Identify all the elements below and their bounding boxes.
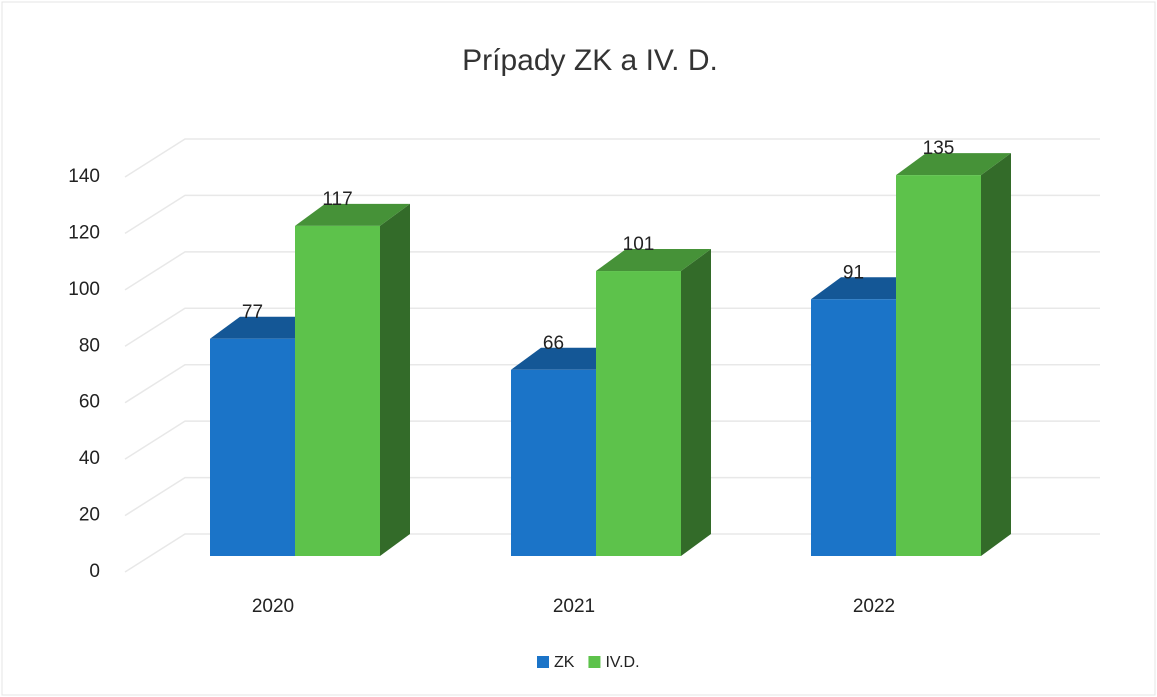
x-tick-label: 2022 <box>853 596 895 617</box>
data-label: 117 <box>322 189 352 210</box>
data-label: 91 <box>843 262 864 283</box>
grid-line <box>124 251 1100 291</box>
bar <box>295 225 380 556</box>
bar <box>596 271 681 556</box>
bar-top <box>896 153 1011 176</box>
bar-side <box>981 153 1011 556</box>
legend-swatch <box>588 656 601 668</box>
bar <box>511 369 596 556</box>
grid-line <box>124 420 1100 460</box>
chart-title: Prípady ZK a IV. D. <box>462 44 718 77</box>
grid-line <box>124 194 1100 235</box>
grid-line <box>124 533 1100 573</box>
data-label: 135 <box>923 138 955 159</box>
y-tick-label: 80 <box>79 335 100 356</box>
bar-top <box>596 249 711 272</box>
legend-label: ZK <box>554 654 575 671</box>
bar <box>210 338 295 556</box>
legend-swatch <box>537 656 549 668</box>
grid-line <box>124 476 1100 517</box>
bar <box>811 299 896 556</box>
grid-line <box>124 307 1100 347</box>
x-tick-label: 2021 <box>553 596 595 617</box>
y-tick-label: 100 <box>68 279 100 300</box>
bar-side <box>681 249 711 557</box>
y-tick-label: 120 <box>68 222 100 243</box>
data-label: 77 <box>242 302 263 323</box>
y-tick-label: 40 <box>79 448 100 469</box>
y-tick-label: 0 <box>89 561 100 582</box>
y-tick-label: 140 <box>68 166 100 187</box>
bar-side <box>380 203 410 556</box>
bar <box>896 175 981 556</box>
x-tick-label: 2020 <box>252 596 294 617</box>
y-tick-label: 60 <box>79 392 100 413</box>
legend-label: IV.D. <box>605 654 639 671</box>
data-label: 101 <box>623 234 655 255</box>
grid-line <box>124 138 1100 178</box>
data-label: 66 <box>543 333 564 354</box>
bar-top <box>295 203 410 226</box>
grid-line <box>124 363 1100 404</box>
y-tick-label: 20 <box>79 505 100 526</box>
